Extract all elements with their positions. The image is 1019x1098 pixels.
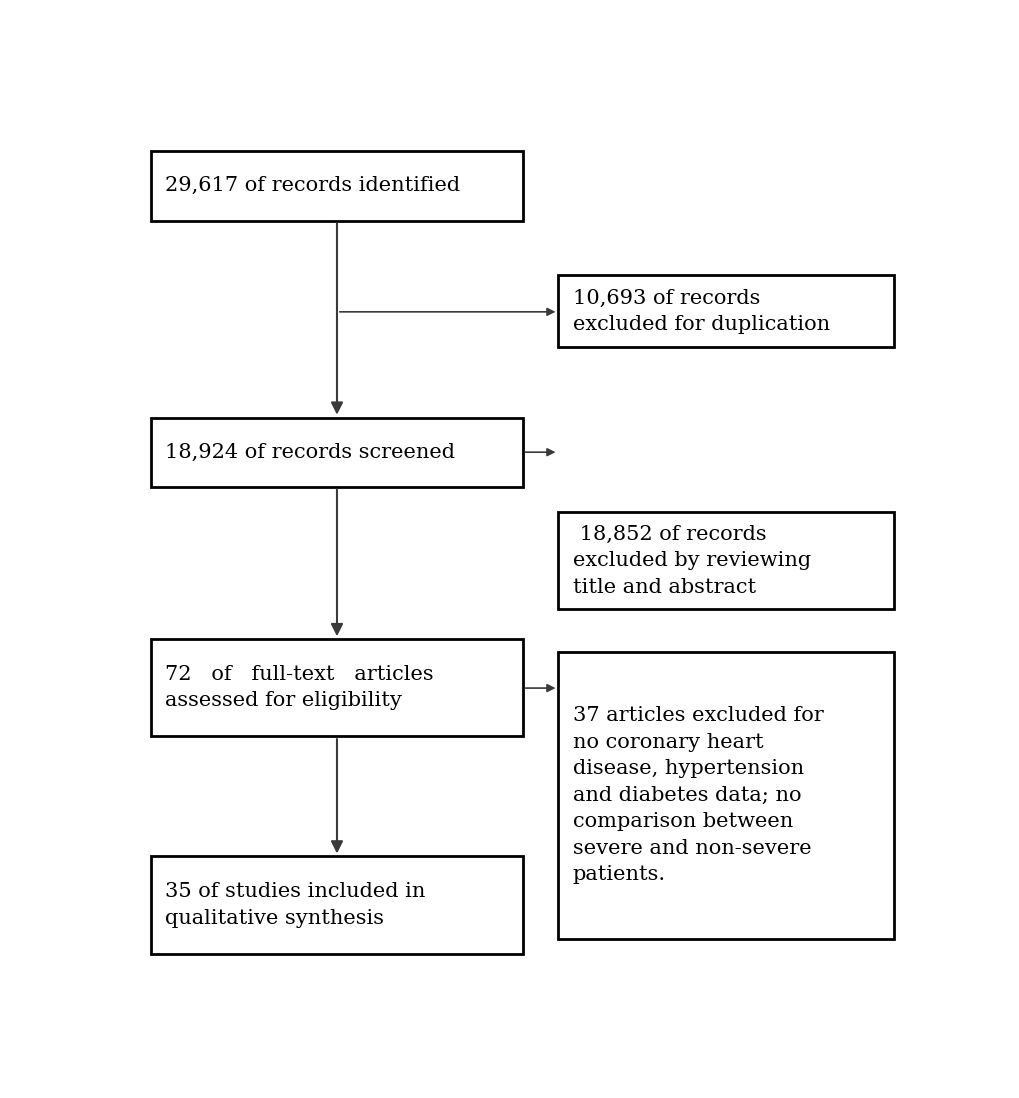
Bar [151,417,522,486]
Text: 72   of   full-text   articles
assessed for eligibility: 72 of full-text articles assessed for el… [165,665,434,710]
Bar [151,152,522,221]
Bar [151,856,522,953]
Bar [557,512,894,609]
Text: 29,617 of records identified: 29,617 of records identified [165,177,461,195]
Text: 10,693 of records
excluded for duplication: 10,693 of records excluded for duplicati… [572,289,828,334]
Text: 37 articles excluded for
no coronary heart
disease, hypertension
and diabetes da: 37 articles excluded for no coronary hea… [572,706,822,885]
Text: 18,924 of records screened: 18,924 of records screened [165,442,455,461]
Bar [557,276,894,347]
Text: 18,852 of records
excluded by reviewing
title and abstract: 18,852 of records excluded by reviewing … [572,525,810,597]
Bar [557,652,894,939]
Bar [151,639,522,737]
Text: 35 of studies included in
qualitative synthesis: 35 of studies included in qualitative sy… [165,882,425,928]
